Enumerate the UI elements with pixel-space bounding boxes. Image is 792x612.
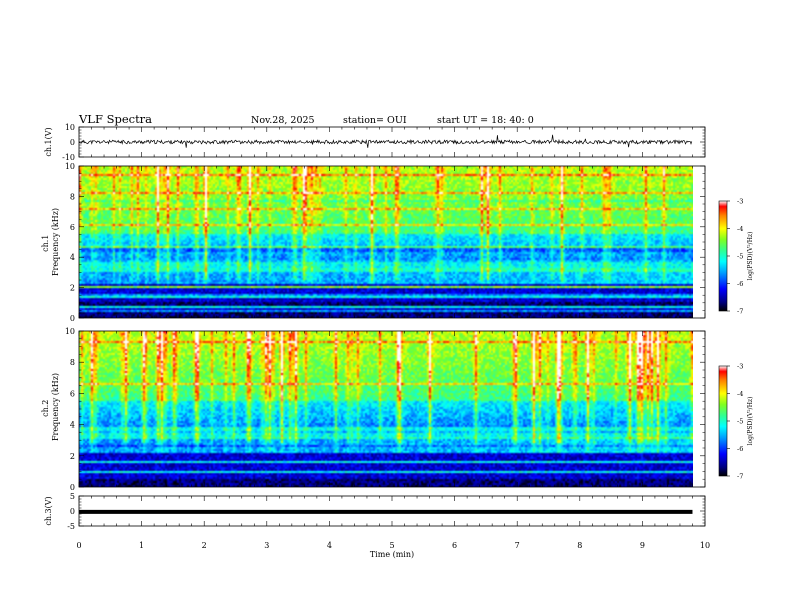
colorbar-tick-label: -5	[737, 253, 743, 261]
ch2-colorbar-ticks: -3 -4 -5 -6 -7	[727, 363, 743, 481]
x-tick-label: 9	[640, 541, 645, 550]
y-tick-label: 2	[70, 284, 75, 293]
ch1-colorbar-label: log(PSD)(V²/Hz)	[747, 232, 754, 281]
ch3-waveform-ylabel: ch.3(V)	[44, 496, 53, 525]
x-tick-label: 5	[389, 541, 394, 550]
ch1-waveform-line	[78, 134, 693, 148]
x-tick-label: 7	[515, 541, 520, 550]
x-tick-label: 3	[264, 541, 269, 550]
colorbar-tick-label: -6	[737, 280, 743, 288]
ch2-spectrogram-image	[79, 331, 693, 487]
figure-title: VLF Spectra	[78, 112, 152, 126]
ch1-spectrogram-y-ticks: 0 2 4 6 8 10	[65, 162, 705, 323]
ch1-colorbar-gradient	[718, 200, 728, 312]
y-tick-label: -10	[62, 153, 75, 162]
y-tick-label: 0	[70, 314, 75, 323]
colorbar-tick-label: -5	[737, 418, 743, 426]
y-tick-label: 10	[65, 123, 75, 132]
ch2-colorbar-gradient	[718, 365, 728, 477]
y-tick-label: -5	[67, 522, 75, 531]
colorbar-tick-label: -4	[737, 225, 743, 233]
ch1-spectrogram-ylabel-line2: Frequency (kHz)	[51, 208, 60, 276]
date-label: Nov.28, 2025	[251, 115, 315, 126]
panel-ch1-spectrogram: 0 2 4 6 8 10 ch.1 Frequency (kHz) -3 -4 -5 -6 -7 …	[41, 162, 754, 323]
y-tick-label: 4	[70, 253, 75, 262]
y-tick-label: 6	[70, 389, 75, 398]
ch2-spectrogram-ylabel-line1: ch.2	[41, 400, 50, 417]
ch3-waveform-y-ticks: 5 0 -5	[67, 492, 705, 531]
y-tick-label: 8	[70, 192, 75, 201]
y-tick-label: 10	[65, 327, 75, 336]
x-tick-label: 4	[327, 541, 332, 550]
x-tick-label: 0	[76, 541, 81, 550]
y-tick-label: 2	[70, 452, 75, 461]
ch2-spectrogram-ylabel-line2: Frequency (kHz)	[51, 373, 60, 441]
y-tick-label: 4	[70, 421, 75, 430]
ch2-colorbar-label: log(PSD)(V²/Hz)	[747, 397, 754, 446]
ch2-spectrogram-heatmap	[79, 331, 693, 487]
ch1-colorbar-ticks: -3 -4 -5 -6 -7	[727, 198, 743, 316]
ch2-spectrogram-ylabel-channel: ch.2 Frequency (kHz)	[41, 373, 60, 441]
panel-ch1-waveform: 10 0 -10 ch.1(V)	[44, 123, 706, 162]
x-tick-label: 2	[202, 541, 207, 550]
y-tick-label: 10	[65, 162, 75, 171]
colorbar-tick-label: -4	[737, 390, 743, 398]
time-axis-ticks: 0 1 2 3 4 5 6 7 8 9 10	[76, 127, 710, 550]
x-tick-label: 6	[452, 541, 457, 550]
colorbar-tick-label: -3	[737, 363, 743, 371]
ch1-waveform-y-ticks: 10 0 -10	[62, 123, 705, 162]
ch2-colorbar: -3 -4 -5 -6 -7 log(PSD)(V²/Hz)	[718, 363, 754, 481]
ch1-colorbar: -3 -4 -5 -6 -7 log(PSD)(V²/Hz)	[718, 198, 754, 316]
colorbar-tick-label: -7	[737, 473, 743, 481]
y-tick-label: 6	[70, 223, 75, 232]
start-ut-label: start UT = 18: 40: 0	[437, 115, 534, 126]
time-axis-label: Time (min)	[370, 550, 414, 559]
ch1-spectrogram-ylabel-channel: ch.1 Frequency (kHz)	[41, 208, 60, 276]
x-tick-label: 1	[139, 541, 144, 550]
station-label: station= OUI	[343, 115, 407, 126]
y-tick-label: 0	[70, 138, 75, 147]
y-tick-label: 0	[70, 507, 75, 516]
panel-ch3-waveform: 5 0 -5 ch.3(V)	[44, 492, 706, 531]
panel-ch2-spectrogram: 0 2 4 6 8 10 ch.2 Frequency (kHz) -3 -4 -5 -6 -7 …	[41, 327, 754, 492]
y-tick-label: 5	[70, 492, 75, 501]
x-tick-label: 10	[700, 541, 710, 550]
ch1-waveform-ylabel: ch.1(V)	[44, 127, 53, 156]
colorbar-tick-label: -6	[737, 445, 743, 453]
y-tick-label: 0	[70, 483, 75, 492]
colorbar-tick-label: -3	[737, 198, 743, 206]
ch1-spectrogram-ylabel-line1: ch.1	[41, 235, 50, 252]
ch2-spectrogram-y-ticks: 0 2 4 6 8 10	[65, 327, 705, 492]
x-tick-label: 8	[577, 541, 582, 550]
ch1-spectrogram-heatmap	[79, 166, 693, 318]
y-tick-label: 8	[70, 358, 75, 367]
ch1-spectrogram-image	[79, 166, 693, 318]
colorbar-tick-label: -7	[737, 308, 743, 316]
figure-header: VLF Spectra Nov.28, 2025 station= OUI st…	[78, 112, 534, 126]
